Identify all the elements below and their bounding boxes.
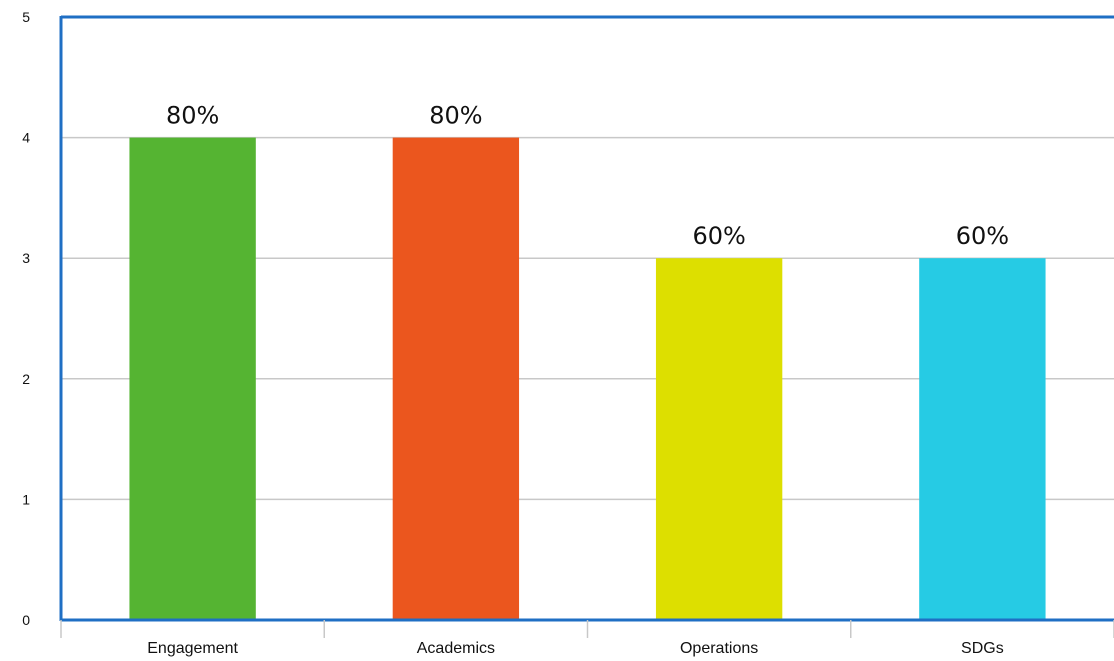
x-tick-labels: Engagement Academics Operations SDGs bbox=[60, 620, 1114, 657]
data-label: 60% bbox=[956, 222, 1009, 250]
x-tick-label: SDGs bbox=[961, 640, 1004, 657]
y-tick-label: 4 bbox=[22, 130, 30, 146]
data-labels: 80% 80% 60% 60% bbox=[166, 102, 1009, 251]
bar-academics bbox=[392, 137, 520, 620]
x-tick-label: Engagement bbox=[147, 640, 238, 657]
y-tick-label: 5 bbox=[22, 9, 30, 25]
bar-engagement bbox=[129, 137, 256, 620]
x-tick-label: Operations bbox=[680, 640, 758, 657]
bar-sdgs bbox=[919, 258, 1046, 620]
y-tick-label: 1 bbox=[22, 491, 30, 507]
data-label: 80% bbox=[429, 102, 482, 130]
data-label: 80% bbox=[166, 102, 219, 130]
y-tick-labels: 0 1 2 3 4 5 bbox=[22, 9, 30, 628]
bar-operations bbox=[655, 258, 783, 620]
y-tick-label: 2 bbox=[22, 371, 30, 387]
y-tick-label: 3 bbox=[22, 250, 30, 266]
data-label: 60% bbox=[692, 222, 745, 250]
y-tick-label: 0 bbox=[22, 612, 30, 628]
bars bbox=[129, 137, 1046, 620]
x-tick-label: Academics bbox=[417, 640, 495, 657]
